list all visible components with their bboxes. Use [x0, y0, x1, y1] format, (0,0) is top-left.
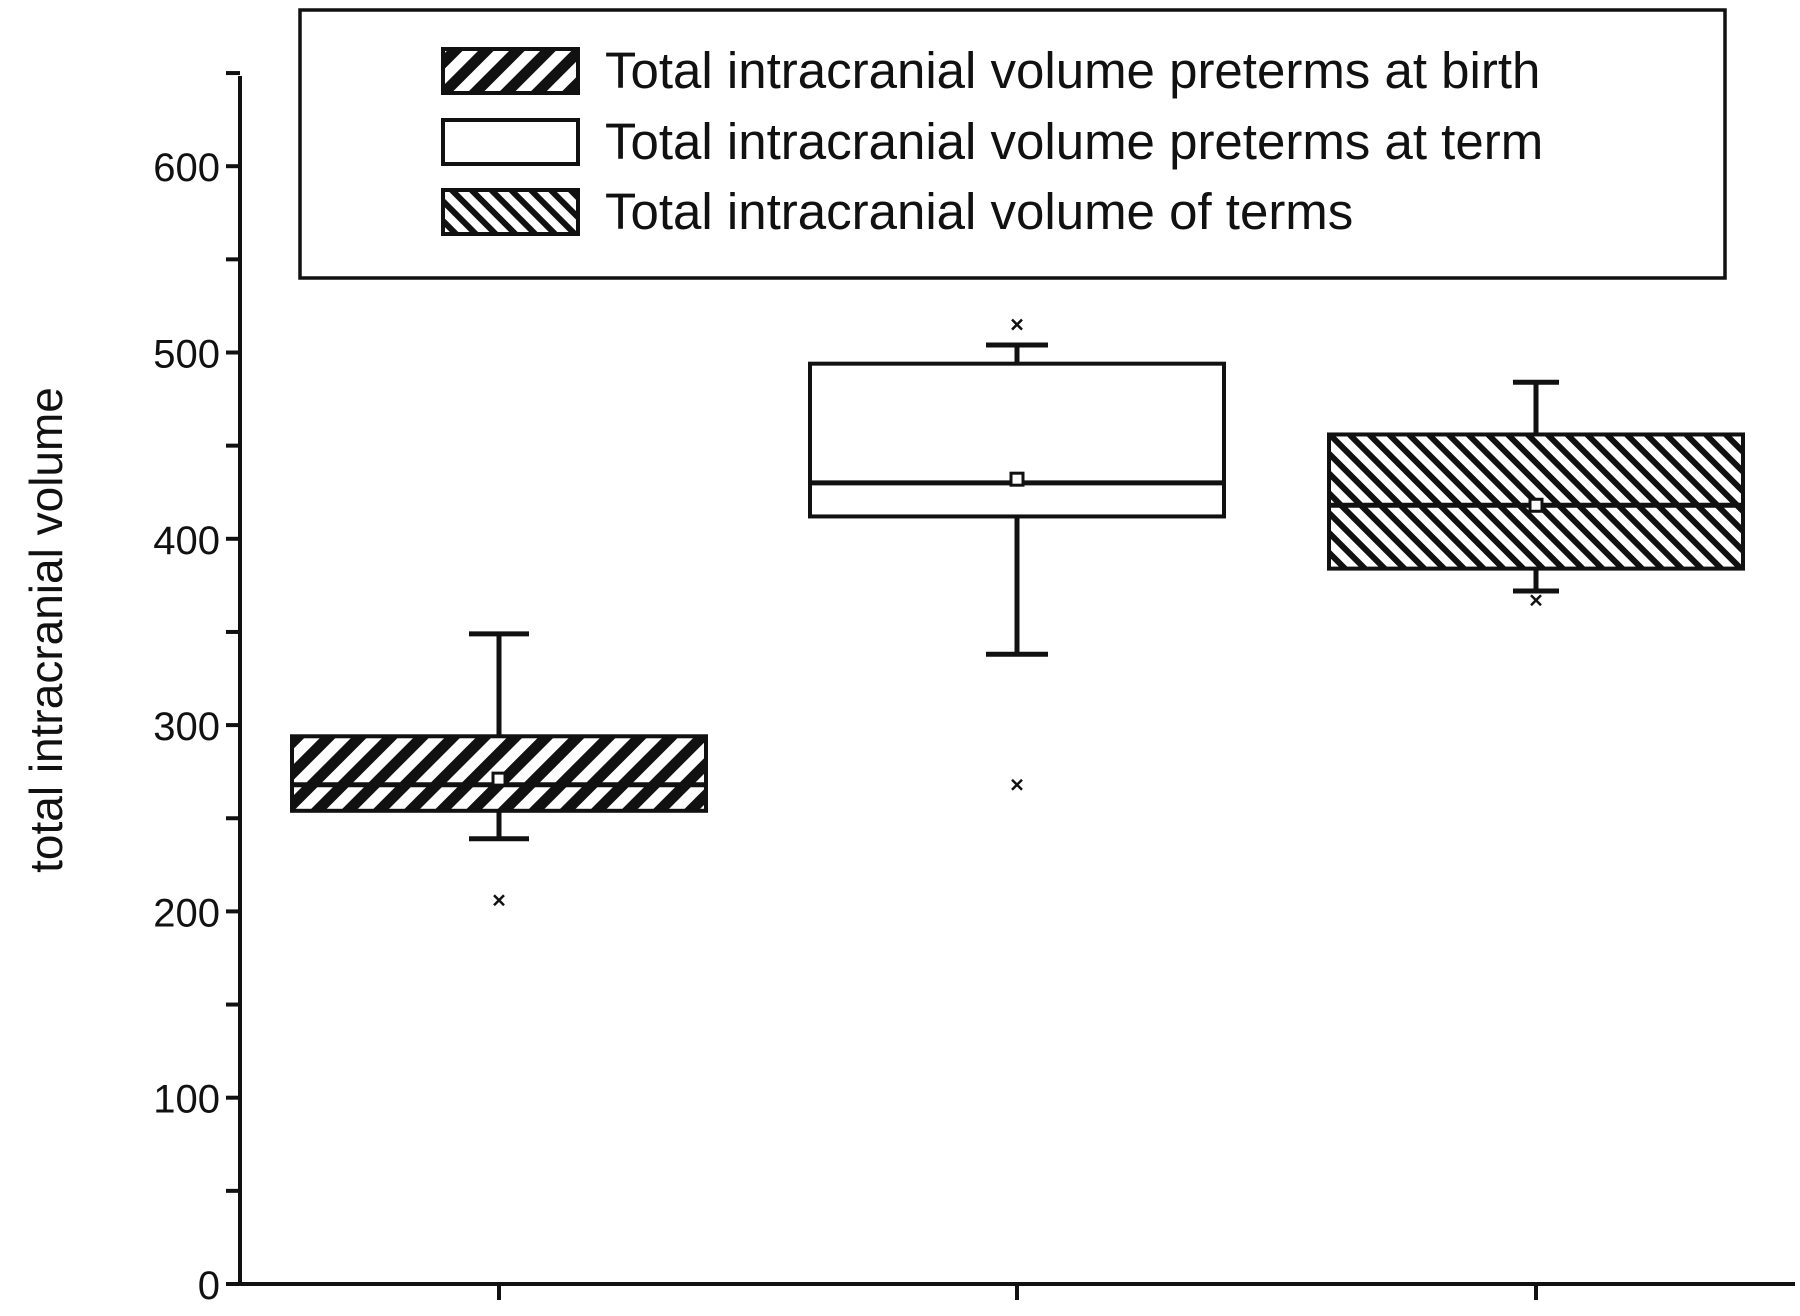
- boxes: [290, 318, 1745, 907]
- legend-swatch: [441, 47, 580, 95]
- y-tick-label: 300: [153, 705, 220, 749]
- legend-swatch: [441, 188, 580, 236]
- mean-marker: [1009, 471, 1025, 487]
- x-ticks: [497, 1284, 1538, 1300]
- axes: 0 100 200 300 400 500 600 total intracranial v…: [20, 71, 1795, 1308]
- legend-label: Total intracranial volume preterms at te…: [605, 113, 1543, 170]
- y-tick-label: 100: [153, 1078, 220, 1122]
- outlier-marker: [1011, 318, 1023, 331]
- y-ticks: 0 100 200 300 400 500 600: [153, 71, 240, 1308]
- box-iqr: [1327, 432, 1745, 571]
- y-tick-label: 200: [153, 891, 220, 935]
- y-tick-label: 600: [153, 146, 220, 190]
- outlier-marker: [493, 894, 505, 907]
- outlier-marker: [1011, 778, 1023, 791]
- box-iqr: [808, 361, 1226, 519]
- y-axis-label: total intracranial volume: [20, 387, 72, 873]
- box-group: [808, 318, 1226, 791]
- y-tick-label: 400: [153, 519, 220, 563]
- y-tick-label: 0: [198, 1264, 220, 1308]
- legend-label: Total intracranial volume of terms: [605, 183, 1353, 240]
- box-group: [290, 631, 708, 907]
- mean-marker: [1528, 497, 1544, 513]
- legend-label: Total intracranial volume preterms at bi…: [605, 42, 1540, 99]
- legend-swatch: [441, 118, 580, 166]
- outlier-marker: [1530, 594, 1542, 607]
- legend: Total intracranial volume preterms at bi…: [298, 8, 1727, 280]
- mean-marker: [491, 771, 507, 787]
- box-group: [1327, 379, 1745, 607]
- y-tick-label: 500: [153, 333, 220, 377]
